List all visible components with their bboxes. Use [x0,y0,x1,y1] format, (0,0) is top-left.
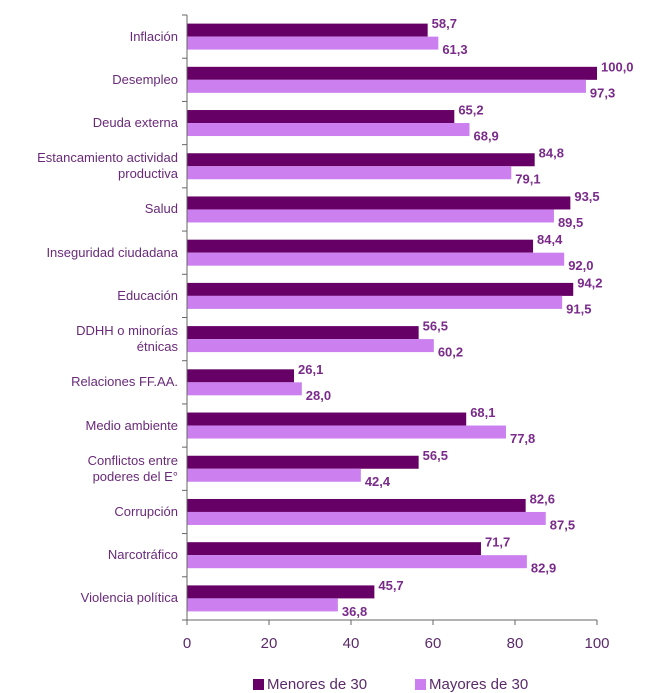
bar [187,412,467,426]
bar [187,339,434,353]
bar [187,585,375,599]
bar [187,382,302,396]
category-label: Inseguridad ciudadana [46,244,178,260]
bar [187,110,455,124]
bar [187,209,554,223]
value-label: 94,2 [577,275,602,290]
category-label: Corrupción [114,503,178,519]
value-label: 45,7 [378,578,403,593]
value-label: 100,0 [601,59,634,74]
value-label: 60,2 [438,345,463,360]
bar [187,326,419,340]
value-label: 58,7 [432,16,457,31]
value-label: 56,5 [423,319,448,334]
bar [187,468,361,482]
value-label: 79,1 [515,172,540,187]
legend-swatch [253,679,264,690]
bar [187,123,470,137]
category-label: Narcotráfico [107,547,178,563]
bar [187,555,527,569]
value-label: 71,7 [485,535,510,550]
category-label: Desempleo [112,71,178,87]
bar [187,252,565,266]
bar [187,511,546,525]
category-label: Estancamiento actividad productiva [37,150,178,182]
value-label: 65,2 [458,102,483,117]
value-label: 82,6 [530,491,555,506]
value-label: 84,8 [539,146,564,161]
category-label: Inflación [129,28,178,44]
value-label: 42,4 [365,474,391,489]
bar [187,36,439,50]
category-label: Deuda externa [92,115,178,131]
bar [187,425,506,439]
bar [187,66,597,80]
x-tick-label: 0 [183,635,191,652]
x-tick-label: 60 [425,635,442,652]
value-label: 97,3 [590,85,615,100]
value-label: 92,0 [568,258,593,273]
bar [187,23,428,37]
legend-swatch [415,679,426,690]
category-label: DDHH o minorías étnicas [76,323,178,355]
value-label: 77,8 [510,431,535,446]
value-label: 68,9 [473,128,498,143]
category-label: Relaciones FF.AA. [71,374,178,390]
bar [187,196,571,210]
legend-label: Mayores de 30 [429,676,528,693]
category-label: Salud [144,201,178,217]
value-label: 28,0 [306,388,331,403]
x-tick-label: 20 [261,635,278,652]
bar [187,455,419,469]
bar [187,542,481,556]
value-label: 68,1 [470,405,495,420]
value-label: 56,5 [423,448,448,463]
value-label: 93,5 [574,189,599,204]
value-label: 82,9 [531,561,556,576]
category-label: Violencia política [80,590,178,606]
value-label: 89,5 [558,215,583,230]
bar [187,295,563,309]
bar [187,239,534,253]
value-label: 26,1 [298,362,323,377]
bar [187,282,574,296]
x-tick-label: 100 [584,635,609,652]
bar [187,498,526,512]
bar [187,369,295,383]
value-label: 87,5 [550,517,575,532]
category-label: Medio ambiente [85,417,179,433]
value-label: 84,4 [537,232,563,247]
category-label: Educación [117,287,178,303]
value-label: 61,3 [442,42,467,57]
bar [187,166,512,180]
bar [187,598,338,612]
legend-label: Menores de 30 [267,676,367,693]
value-label: 91,5 [566,301,591,316]
x-tick-label: 80 [507,635,524,652]
bar [187,79,586,93]
value-label: 36,8 [342,604,367,619]
x-tick-label: 40 [343,635,360,652]
bar [187,153,535,167]
category-label: Conflictos entre poderes del E° [87,452,178,484]
